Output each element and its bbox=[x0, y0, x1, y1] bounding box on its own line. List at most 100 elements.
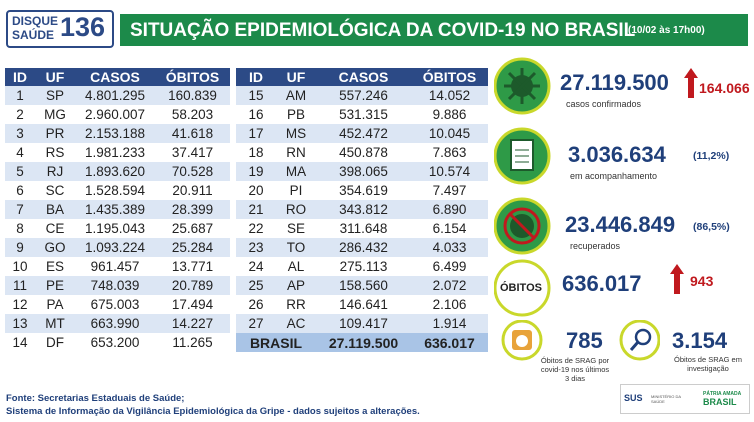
table-cell: 14.227 bbox=[155, 314, 230, 333]
table-cell: 17 bbox=[236, 124, 276, 143]
table-cell: 9.886 bbox=[432, 107, 467, 122]
table-cell: 7.863 bbox=[432, 145, 467, 160]
title: SITUAÇÃO EPIDEMIOLÓGICA DA COVID-19 NO B… bbox=[130, 20, 636, 41]
table-cell: 311.648 bbox=[339, 221, 388, 236]
table-cell: 21 bbox=[236, 200, 276, 219]
total-cell: 636.017 bbox=[411, 333, 488, 352]
table-cell: RR bbox=[286, 297, 306, 312]
table-row: 24 AL 275.113 6.499 bbox=[236, 257, 488, 276]
table-cell: 19 bbox=[236, 162, 276, 181]
srag-recent-value: 785 bbox=[566, 328, 603, 353]
header-row: ID UF CASOS ÓBITOS bbox=[5, 68, 230, 86]
srag-investigation-value: 3.154 bbox=[672, 328, 728, 353]
calendar-icon bbox=[501, 320, 543, 361]
table-cell: 11.265 bbox=[172, 335, 213, 350]
table-cell: 8 bbox=[16, 221, 24, 236]
table-row: 21 RO 343.812 6.890 bbox=[236, 200, 488, 219]
table-cell: 2.106 bbox=[432, 297, 467, 312]
table-cell: AP bbox=[276, 276, 316, 295]
recovered-label: recuperados bbox=[570, 241, 621, 251]
table-cell: SE bbox=[286, 221, 305, 236]
cases-value: 27.119.500 bbox=[560, 70, 669, 95]
table-cell: 109.417 bbox=[316, 314, 411, 333]
table-cell: TO bbox=[276, 238, 316, 257]
table-cell: GO bbox=[35, 238, 75, 257]
gov-line2: BRASIL bbox=[703, 397, 737, 407]
table-cell: 275.113 bbox=[339, 259, 388, 274]
table-cell: RO bbox=[276, 200, 316, 219]
table-cell: 27 bbox=[236, 314, 276, 333]
table-cell: 7.497 bbox=[432, 183, 467, 198]
up-arrow bbox=[684, 68, 698, 98]
table-row: 25 AP 158.560 2.072 bbox=[236, 276, 488, 295]
table-cell: 531.315 bbox=[339, 107, 388, 122]
table-row: 19 MA 398.065 10.574 bbox=[236, 162, 488, 181]
sus-logo: SUS bbox=[624, 393, 643, 403]
total-cell: 27.119.500 bbox=[316, 333, 411, 352]
virus-icon bbox=[494, 57, 551, 115]
title-bar: SITUAÇÃO EPIDEMIOLÓGICA DA COVID-19 NO B… bbox=[120, 14, 748, 46]
total-cell: BRASIL bbox=[236, 333, 316, 352]
table-cell: 748.039 bbox=[75, 276, 155, 295]
date: (10/02 às 17h00) bbox=[628, 25, 705, 36]
table-cell: 20.911 bbox=[172, 183, 213, 198]
recovered-percent: (86,5%) bbox=[693, 221, 730, 233]
table-cell: 354.619 bbox=[339, 183, 388, 198]
table-cell: SC bbox=[45, 183, 65, 198]
table-cell: 398.065 bbox=[316, 162, 411, 181]
recovered-icon bbox=[494, 197, 551, 255]
srag-icons bbox=[501, 320, 660, 361]
table-cell: 20 bbox=[248, 183, 264, 198]
table-cell: BA bbox=[35, 200, 75, 219]
table-row: 8 CE 1.195.043 25.687 bbox=[5, 219, 230, 238]
table-cell: 450.878 bbox=[339, 145, 388, 160]
logo-number: 136 bbox=[60, 12, 106, 42]
table-cell: 663.990 bbox=[75, 314, 155, 333]
table-cell: 16 bbox=[248, 107, 264, 122]
table-row: 12 PA 675.003 17.494 bbox=[5, 295, 230, 314]
table-cell: AC bbox=[276, 314, 316, 333]
table-cell: 653.200 bbox=[90, 335, 140, 350]
table-cell: 24 bbox=[248, 259, 264, 274]
table-right: ID UF CASOS ÓBITOS 15 AM 557.246 14.052 16 PB 531.… bbox=[236, 68, 488, 352]
table-cell: 675.003 bbox=[90, 297, 140, 312]
table-cell: SP bbox=[35, 86, 75, 105]
table-cell: 12 bbox=[12, 297, 28, 312]
table-cell: 9 bbox=[5, 238, 35, 257]
table-cell: 37.417 bbox=[171, 145, 214, 160]
table-row: 1 SP 4.801.295 160.839 bbox=[5, 86, 230, 105]
srag-recent-label: Óbitos de SRAG por covid-19 nos últimos … bbox=[540, 356, 610, 383]
table-cell: PE bbox=[35, 276, 75, 295]
table-cell: 25 bbox=[236, 276, 276, 295]
table-cell: 1 bbox=[5, 86, 35, 105]
table-cell: MT bbox=[35, 314, 75, 333]
table-cell: PI bbox=[289, 183, 303, 198]
table-row: 6 SC 1.528.594 20.911 bbox=[5, 181, 230, 200]
deaths-circle bbox=[494, 259, 551, 317]
table-cell: 6.890 bbox=[411, 200, 488, 219]
table-cell: 343.812 bbox=[316, 200, 411, 219]
table-row: 3 PR 2.153.188 41.618 bbox=[5, 124, 230, 143]
clipboard-icon bbox=[494, 127, 551, 185]
column-header: ÓBITOS bbox=[155, 68, 230, 86]
table-cell: 4 bbox=[16, 145, 24, 160]
table-cell: PR bbox=[35, 124, 75, 143]
table-cell: 14.052 bbox=[411, 86, 488, 105]
table-cell: 15 bbox=[236, 86, 276, 105]
total-row: BRASIL 27.119.500 636.017 bbox=[236, 333, 488, 352]
table-cell: MG bbox=[44, 107, 66, 122]
table-row: 16 PB 531.315 9.886 bbox=[236, 105, 488, 124]
table-cell: 11 bbox=[5, 276, 35, 295]
header-row: ID UF CASOS ÓBITOS bbox=[236, 68, 488, 86]
table-cell: 28.399 bbox=[155, 200, 230, 219]
table-row: 17 MS 452.472 10.045 bbox=[236, 124, 488, 143]
deaths-new: 943 bbox=[690, 273, 714, 289]
table-row: 18 RN 450.878 7.863 bbox=[236, 143, 488, 162]
logo: DISQUE SAÚDE 136 bbox=[6, 10, 114, 48]
table-cell: MA bbox=[276, 162, 316, 181]
table-row: 4 RS 1.981.233 37.417 bbox=[5, 143, 230, 162]
table-row: 22 SE 311.648 6.154 bbox=[236, 219, 488, 238]
table-cell: 23 bbox=[236, 238, 276, 257]
